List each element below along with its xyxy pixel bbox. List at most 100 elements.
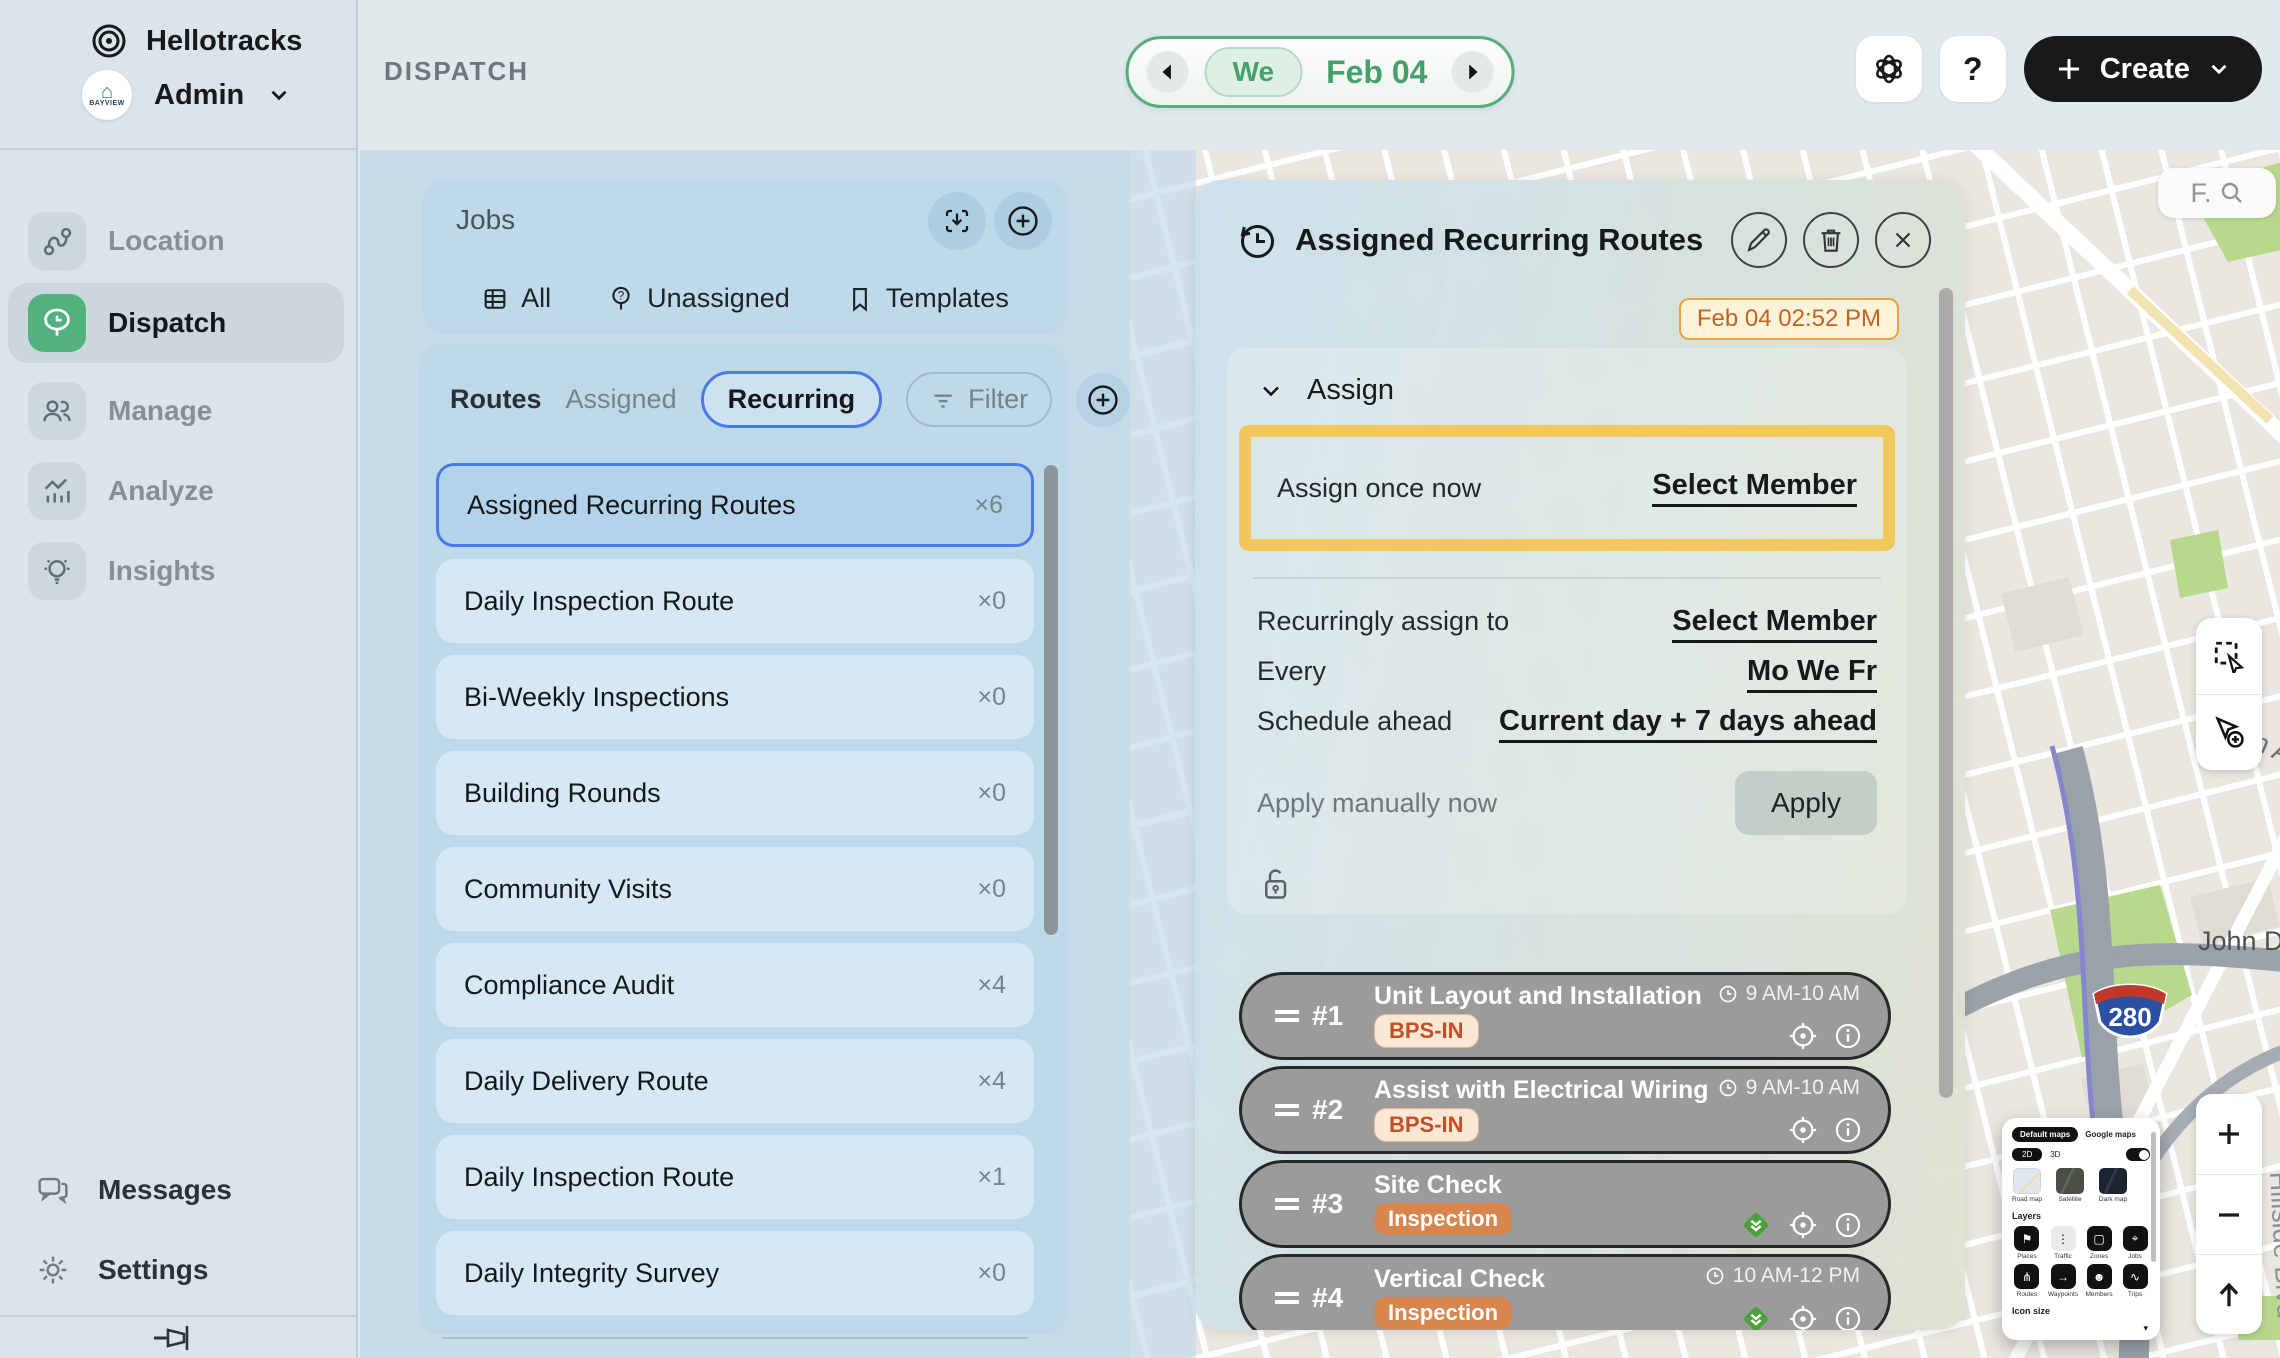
layer-places[interactable]: ⚑ Places [2012, 1226, 2042, 1260]
create-button[interactable]: Create [2023, 36, 2262, 102]
jobs-tab-all[interactable]: All [481, 283, 551, 314]
mode-3d-button[interactable]: 3D [2050, 1150, 2061, 1159]
locate-target-icon[interactable] [1788, 1115, 1818, 1145]
icon-size-label: Icon size [2012, 1306, 2051, 1316]
route-list-item[interactable]: Daily Delivery Route ×4 [436, 1039, 1034, 1123]
cursor-add-button[interactable] [2196, 694, 2262, 770]
gear-icon [39, 1256, 67, 1284]
routes-filter-button[interactable]: Filter [906, 372, 1053, 427]
zoom-in-button[interactable] [2196, 1094, 2262, 1174]
info-icon[interactable] [1834, 1116, 1862, 1144]
routes-tab-recurring[interactable]: Recurring [700, 371, 883, 428]
apply-button[interactable]: Apply [1735, 771, 1877, 835]
plus-circle-icon [1088, 384, 1118, 415]
drag-handle-icon[interactable] [1272, 1006, 1312, 1026]
stop-row[interactable]: #3 Site Check Inspection [1239, 1160, 1891, 1248]
avatar: ⌂ BAYVIEW [82, 70, 132, 120]
sidebar-item-location[interactable]: Location [28, 212, 342, 270]
sidebar-item-manage[interactable]: Manage [28, 382, 342, 440]
map-search-label: F. [2190, 177, 2212, 208]
places-icon: ⚑ [2014, 1226, 2040, 1251]
sidebar-item-settings[interactable]: Settings [36, 1248, 342, 1292]
tab-default-maps[interactable]: Default maps [2012, 1127, 2079, 1142]
info-icon[interactable] [1834, 1022, 1862, 1050]
locate-target-icon[interactable] [1788, 1304, 1818, 1330]
sidebar-item-analyze[interactable]: Analyze [28, 462, 342, 520]
map-mode-toggle[interactable] [2126, 1148, 2150, 1161]
route-list-item[interactable]: Daily Inspection Route ×0 [436, 559, 1034, 643]
layer-traffic[interactable]: ⋮ Traffic [2048, 1226, 2078, 1260]
locate-target-icon[interactable] [1788, 1210, 1818, 1240]
north-up-button[interactable] [2196, 1254, 2262, 1334]
icon-size-caret[interactable]: ▾ [2143, 1323, 2148, 1333]
layer-jobs[interactable]: ⌖ Jobs [2120, 1226, 2150, 1260]
info-icon[interactable] [1834, 1211, 1862, 1239]
map-search-button[interactable]: F. [2158, 168, 2276, 218]
jobs-tab-templates[interactable]: Templates [846, 283, 1009, 314]
close-panel-button[interactable] [1875, 212, 1931, 268]
marquee-select-button[interactable] [2196, 618, 2262, 694]
route-list-item[interactable]: Bi-Weekly Inspections ×0 [436, 655, 1034, 739]
chevron-left-icon [1162, 64, 1171, 80]
layer-routes[interactable]: ⋔ Routes [2012, 1264, 2042, 1298]
map-type-road[interactable]: Road map [2012, 1168, 2042, 1203]
import-jobs-button[interactable] [928, 192, 986, 250]
info-icon[interactable] [1834, 1305, 1862, 1330]
chevron-down-icon [271, 90, 287, 101]
unlock-toggle[interactable] [1257, 865, 1907, 905]
edit-route-button[interactable] [1731, 212, 1787, 268]
stop-row[interactable]: #2 Assist with Electrical Wiring BPS-IN … [1239, 1066, 1891, 1154]
satellite-thumbnail [2056, 1168, 2084, 1194]
route-list-item[interactable]: Community Visits ×0 [436, 847, 1034, 931]
route-list-item[interactable]: Building Rounds ×0 [436, 751, 1034, 835]
assign-section-header[interactable]: Assign [1227, 348, 1907, 407]
jobs-panel: Jobs All ? Unassigned [424, 180, 1066, 332]
route-list-item[interactable]: Compliance Audit ×4 [436, 943, 1034, 1027]
account-switcher[interactable]: ⌂ BAYVIEW Admin [82, 70, 292, 120]
route-list-item[interactable]: Daily Integrity Survey ×0 [436, 1231, 1034, 1315]
route-list-item[interactable]: Assigned Recurring Routes ×6 [436, 463, 1034, 547]
routes-scrollbar[interactable] [1044, 465, 1058, 935]
mode-2d-button[interactable]: 2D [2012, 1148, 2043, 1161]
sidebar-item-dispatch[interactable]: Dispatch [28, 294, 342, 352]
drag-handle-icon[interactable] [1272, 1288, 1312, 1308]
drag-handle-icon[interactable] [1272, 1194, 1312, 1214]
drag-handle-icon[interactable] [1272, 1100, 1312, 1120]
layer-members[interactable]: ☻ Members [2084, 1264, 2114, 1298]
locate-target-icon[interactable] [1788, 1021, 1818, 1051]
stop-row[interactable]: #1 Unit Layout and Installation BPS-IN 9… [1239, 972, 1891, 1060]
layer-trips[interactable]: ∿ Trips [2120, 1264, 2150, 1298]
next-day-button[interactable] [1451, 51, 1494, 93]
jobs-tab-unassigned[interactable]: ? Unassigned [607, 283, 790, 314]
zoom-out-button[interactable] [2196, 1174, 2262, 1254]
layer-zones[interactable]: ▢ Zones [2084, 1226, 2114, 1260]
layers-panel-scrollbar[interactable] [2151, 1132, 2156, 1262]
recurring-select-member[interactable]: Select Member [1672, 605, 1877, 643]
current-date-label[interactable]: Feb 04 [1326, 53, 1428, 90]
add-job-button[interactable] [994, 192, 1052, 250]
plus-icon [2058, 59, 2079, 79]
layer-waypoints[interactable]: → Waypoints [2048, 1264, 2078, 1298]
route-list-item[interactable]: Daily Inspection Route ×1 [436, 1135, 1034, 1219]
map-type-dark[interactable]: Dark map [2098, 1168, 2128, 1203]
assign-once-select-member[interactable]: Select Member [1652, 469, 1857, 507]
help-button[interactable]: ? [1939, 36, 2006, 102]
sidebar-item-messages[interactable]: Messages [36, 1168, 342, 1212]
delete-route-button[interactable] [1803, 212, 1859, 268]
sidebar-item-insights[interactable]: Insights [28, 542, 342, 600]
stop-row[interactable]: #4 Vertical Check Inspection 10 AM-12 PM [1239, 1254, 1891, 1330]
close-icon [1895, 232, 1911, 248]
ai-assistant-button[interactable] [1855, 36, 1922, 102]
pin-sidebar-button[interactable] [152, 1322, 196, 1354]
prev-day-button[interactable] [1146, 51, 1189, 93]
cursor-add-icon [2215, 715, 2244, 748]
members-icon: ☻ [2086, 1264, 2112, 1289]
tab-google-maps[interactable]: Google maps [2085, 1130, 2136, 1139]
detail-panel-scrollbar[interactable] [1939, 288, 1953, 1098]
routes-tab-assigned[interactable]: Assigned [565, 384, 677, 414]
every-days-value[interactable]: Mo We Fr [1747, 655, 1877, 693]
weekday-badge[interactable]: We [1204, 47, 1303, 97]
schedule-ahead-value[interactable]: Current day + 7 days ahead [1499, 705, 1877, 743]
add-route-button[interactable] [1076, 372, 1131, 427]
map-type-satellite[interactable]: Satellite [2055, 1168, 2085, 1203]
